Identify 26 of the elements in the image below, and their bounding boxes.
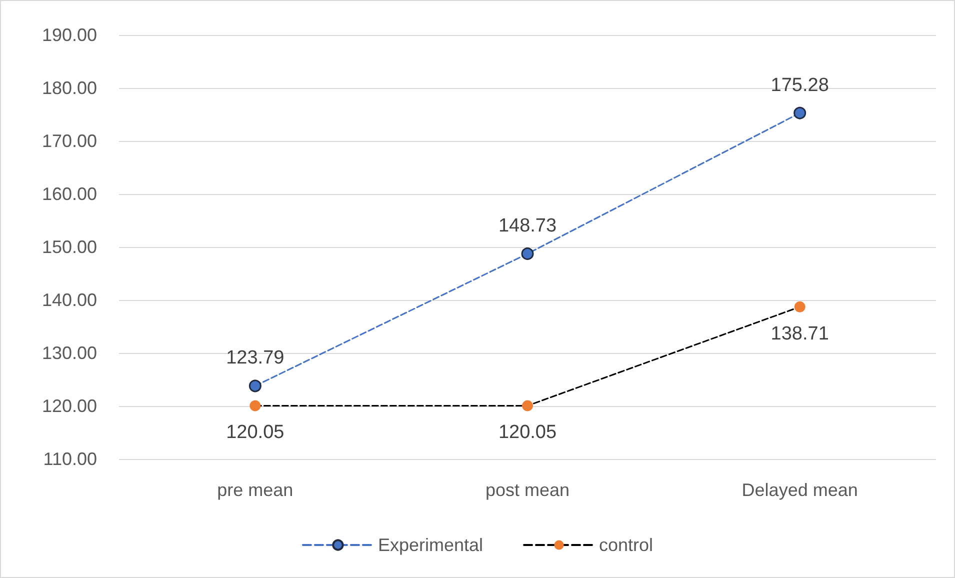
x-tick-label: pre mean <box>217 480 294 500</box>
point <box>521 247 534 260</box>
y-tick-label: 150.00 <box>42 237 97 257</box>
y-tick-label: 120.00 <box>42 396 97 416</box>
y-tick-label: 160.00 <box>42 184 97 204</box>
point <box>250 400 261 412</box>
y-tick-label: 130.00 <box>42 343 97 363</box>
x-tick-label: Delayed mean <box>742 480 858 500</box>
point <box>248 380 262 392</box>
point <box>794 301 806 312</box>
data-label: 138.71 <box>770 323 829 344</box>
data-label: 148.73 <box>498 215 557 236</box>
y-tick-label: 180.00 <box>42 78 97 98</box>
legend-label: control <box>599 535 654 555</box>
x-tick-label: post mean <box>485 480 570 500</box>
data-label: 120.05 <box>226 422 284 444</box>
data-label: 175.28 <box>770 74 829 96</box>
y-tick-label: 140.00 <box>42 290 97 310</box>
legend-label: Experimental <box>378 535 484 555</box>
point <box>522 400 533 412</box>
y-tick-label: 190.00 <box>42 25 97 45</box>
data-label: 120.05 <box>498 422 557 444</box>
point <box>794 106 806 120</box>
data-label: 123.79 <box>226 348 284 369</box>
y-tick-label: 170.00 <box>42 131 97 151</box>
y-tick-label: 110.00 <box>43 449 97 469</box>
